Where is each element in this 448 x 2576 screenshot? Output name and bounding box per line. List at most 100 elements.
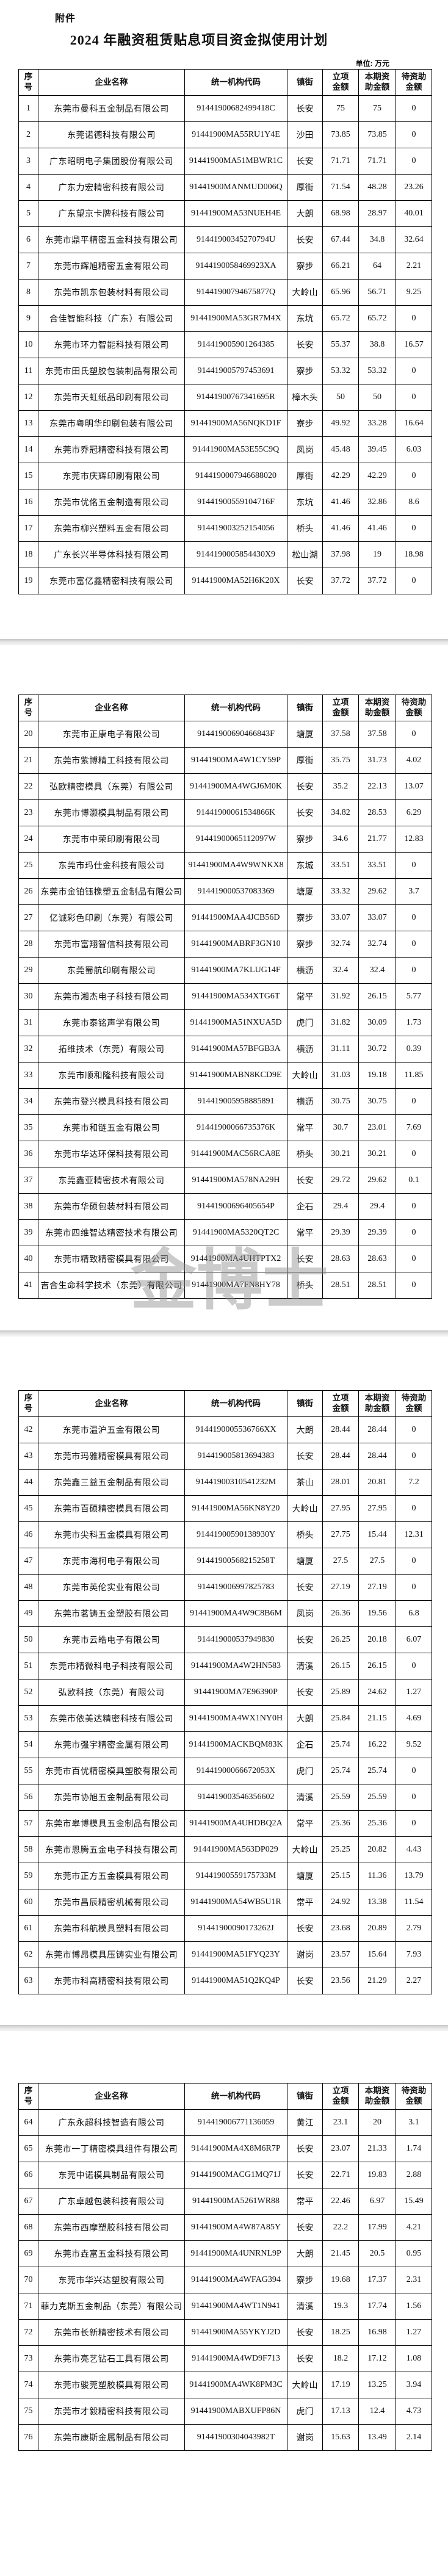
company-name: 东莞市优佲五金制造有限公司 — [38, 489, 185, 516]
org-code: 9144190058469923XA — [184, 253, 287, 280]
current-subsidy-amount: 30.75 — [358, 1088, 396, 1115]
org-code: 91441900MACG1MQ71J — [184, 2162, 287, 2188]
org-code: 91441900MA51FYQ23Y — [184, 1941, 287, 1968]
town-name: 清溪 — [287, 1784, 323, 1811]
table-row: 5 广东望京卡牌科技有限公司 91441900MA53NUEH4E 大朗 68.98 28… — [18, 200, 432, 227]
project-amount: 75 — [322, 95, 359, 122]
row-no: 51 — [18, 1653, 38, 1679]
pending-subsidy-amount: 0 — [396, 358, 432, 384]
company-name: 东莞蜀航印刷有限公司 — [38, 957, 185, 984]
project-amount: 23.56 — [322, 1968, 359, 1994]
row-no: 68 — [18, 2214, 38, 2241]
col-header-1: 序 号 — [18, 2083, 38, 2110]
table-row: 20 东莞市正康电子有限公司 91441900690466843F 塘厦 37.58 37… — [18, 721, 432, 748]
project-amount: 31.11 — [322, 1036, 359, 1063]
org-code: 91441900MABXUFP86N — [184, 2398, 287, 2425]
company-name: 东莞市粤明华印刷包装有限公司 — [38, 410, 185, 437]
subsidy-table-page-1: 序 号企业名称 统一机构代码 镇街 立项 金额 本期资 助金额 待资助 金额 1 东莞市曼科五… — [18, 69, 432, 594]
pending-subsidy-amount: 2.27 — [396, 1968, 432, 1994]
town-name: 黄江 — [287, 2109, 323, 2136]
col-header-1: 序 号 — [18, 69, 38, 96]
company-name: 广东永超科技智造有限公司 — [38, 2109, 185, 2136]
row-no: 66 — [18, 2162, 38, 2188]
current-subsidy-amount: 28.51 — [358, 1272, 396, 1299]
row-no: 18 — [18, 541, 38, 568]
pending-subsidy-amount: 0 — [396, 931, 432, 958]
pending-subsidy-amount: 7.2 — [396, 1469, 432, 1496]
company-name: 东莞市四维智达精密技术有限公司 — [38, 1219, 185, 1246]
org-code: 91441900MA4W9C8B6M — [184, 1600, 287, 1627]
row-no: 45 — [18, 1495, 38, 1522]
table-row: 55 东莞市百优精密模具塑胶有限公司 91441900066672053X 虎门 25.… — [18, 1758, 432, 1784]
town-name: 长安 — [287, 2162, 323, 2188]
row-no: 64 — [18, 2109, 38, 2136]
town-name: 塘厦 — [287, 721, 323, 748]
company-name: 吉合生命科学技术（东莞）有限公司 — [38, 1272, 185, 1299]
project-amount: 31.92 — [322, 983, 359, 1010]
org-code: 914419003546356602 — [184, 1784, 287, 1811]
town-name: 虎门 — [287, 1758, 323, 1784]
org-code: 91441900MA52H6K20X — [184, 568, 287, 594]
project-amount: 68.98 — [322, 200, 359, 227]
pending-subsidy-amount: 1.27 — [396, 2319, 432, 2346]
project-amount: 29.39 — [322, 1219, 359, 1246]
current-subsidy-amount: 13.38 — [358, 1889, 396, 1916]
current-subsidy-amount: 17.99 — [358, 2214, 396, 2241]
col-header-7: 待资助 金额 — [396, 1390, 432, 1417]
company-name: 东莞市正康电子有限公司 — [38, 721, 185, 748]
project-amount: 25.74 — [322, 1731, 359, 1758]
table-row: 48 东莞市英伦实业有限公司 914419006997825783 长安 27.19 27… — [18, 1574, 432, 1601]
current-subsidy-amount: 32.4 — [358, 957, 396, 984]
org-code: 91441900MA4UNRNL9P — [184, 2240, 287, 2267]
company-name: 广东力宏精密科技有限公司 — [38, 174, 185, 201]
subsidy-table-page-2: 序 号企业名称 统一机构代码 镇街 立项 金额 本期资 助金额 待资助 金额 20 东莞市正康… — [18, 695, 432, 1299]
org-code: 91441900MA56KN8Y20 — [184, 1495, 287, 1522]
table-row: 30 东莞市湘杰电子科技有限公司 91441900MA534XTG6T 常平 31.92… — [18, 983, 432, 1010]
current-subsidy-amount: 29.62 — [358, 878, 396, 905]
current-subsidy-amount: 19.83 — [358, 2162, 396, 2188]
town-name: 清溪 — [287, 2293, 323, 2320]
company-name: 东莞市骏莞塑胶模具有限公司 — [38, 2372, 185, 2398]
col-header-7: 待资助 金额 — [396, 2083, 432, 2110]
project-amount: 19.3 — [322, 2293, 359, 2320]
current-subsidy-amount: 21.33 — [358, 2135, 396, 2162]
pending-subsidy-amount: 0 — [396, 515, 432, 542]
table-row: 13 东莞市粤明华印刷包装有限公司 91441900MA56NQKD1F 寮步 49.9… — [18, 410, 432, 437]
row-no: 44 — [18, 1469, 38, 1496]
town-name: 寮步 — [287, 253, 323, 280]
org-code: 91441900MA55YKYJ2D — [184, 2319, 287, 2346]
org-code: 91441900590138930Y — [184, 1521, 287, 1548]
col-header-2: 企业名称 — [38, 1390, 185, 1417]
town-name: 茶山 — [287, 1469, 323, 1496]
row-no: 38 — [18, 1193, 38, 1220]
company-name: 弘欧精密模具（东莞）有限公司 — [38, 773, 185, 800]
current-subsidy-amount: 27.5 — [358, 1548, 396, 1575]
project-amount: 25.15 — [322, 1863, 359, 1889]
project-amount: 66.21 — [322, 253, 359, 280]
table-row: 70 东莞市华兴达塑胶有限公司 91441900MA4WFAG394 寮步 19.68 1… — [18, 2267, 432, 2293]
col-header-5: 立项 金额 — [322, 69, 359, 96]
col-header-3: 统一机构代码 — [184, 2083, 287, 2110]
table-row: 40 东莞市精致精密模具有限公司 91441900MA4UHTPTX2 长安 28.63… — [18, 1246, 432, 1272]
org-code: 91441900066672053X — [184, 1758, 287, 1784]
unit-label: 单位: 万元 — [355, 59, 389, 68]
col-header-5: 立项 金额 — [322, 1390, 359, 1417]
pending-subsidy-amount: 2.21 — [396, 253, 432, 280]
town-name: 虎门 — [287, 1009, 323, 1036]
row-no: 32 — [18, 1036, 38, 1063]
org-code: 914419006997825783 — [184, 1574, 287, 1601]
org-code: 91441900MA53NUEH4E — [184, 200, 287, 227]
current-subsidy-amount: 26.15 — [358, 983, 396, 1010]
pending-subsidy-amount: 0.39 — [396, 1036, 432, 1063]
company-name: 东莞市恩腾五金电子科技有限公司 — [38, 1836, 185, 1863]
project-amount: 35.75 — [322, 747, 359, 774]
company-name: 东莞市凯东包装材料有限公司 — [38, 279, 185, 306]
current-subsidy-amount: 29.62 — [358, 1167, 396, 1194]
row-no: 67 — [18, 2188, 38, 2215]
company-name: 东莞市登兴模具科技有限公司 — [38, 1088, 185, 1115]
org-code: 91441900MA4W87A85Y — [184, 2214, 287, 2241]
company-name: 广东昭明电子集团股份有限公司 — [38, 148, 185, 175]
col-header-7: 待资助 金额 — [396, 695, 432, 721]
company-name: 东莞市百优精密模具塑胶有限公司 — [38, 1758, 185, 1784]
table-row: 28 东莞市富翔智信科技有限公司 91441900MABRF3GN10 寮步 32.74… — [18, 931, 432, 958]
